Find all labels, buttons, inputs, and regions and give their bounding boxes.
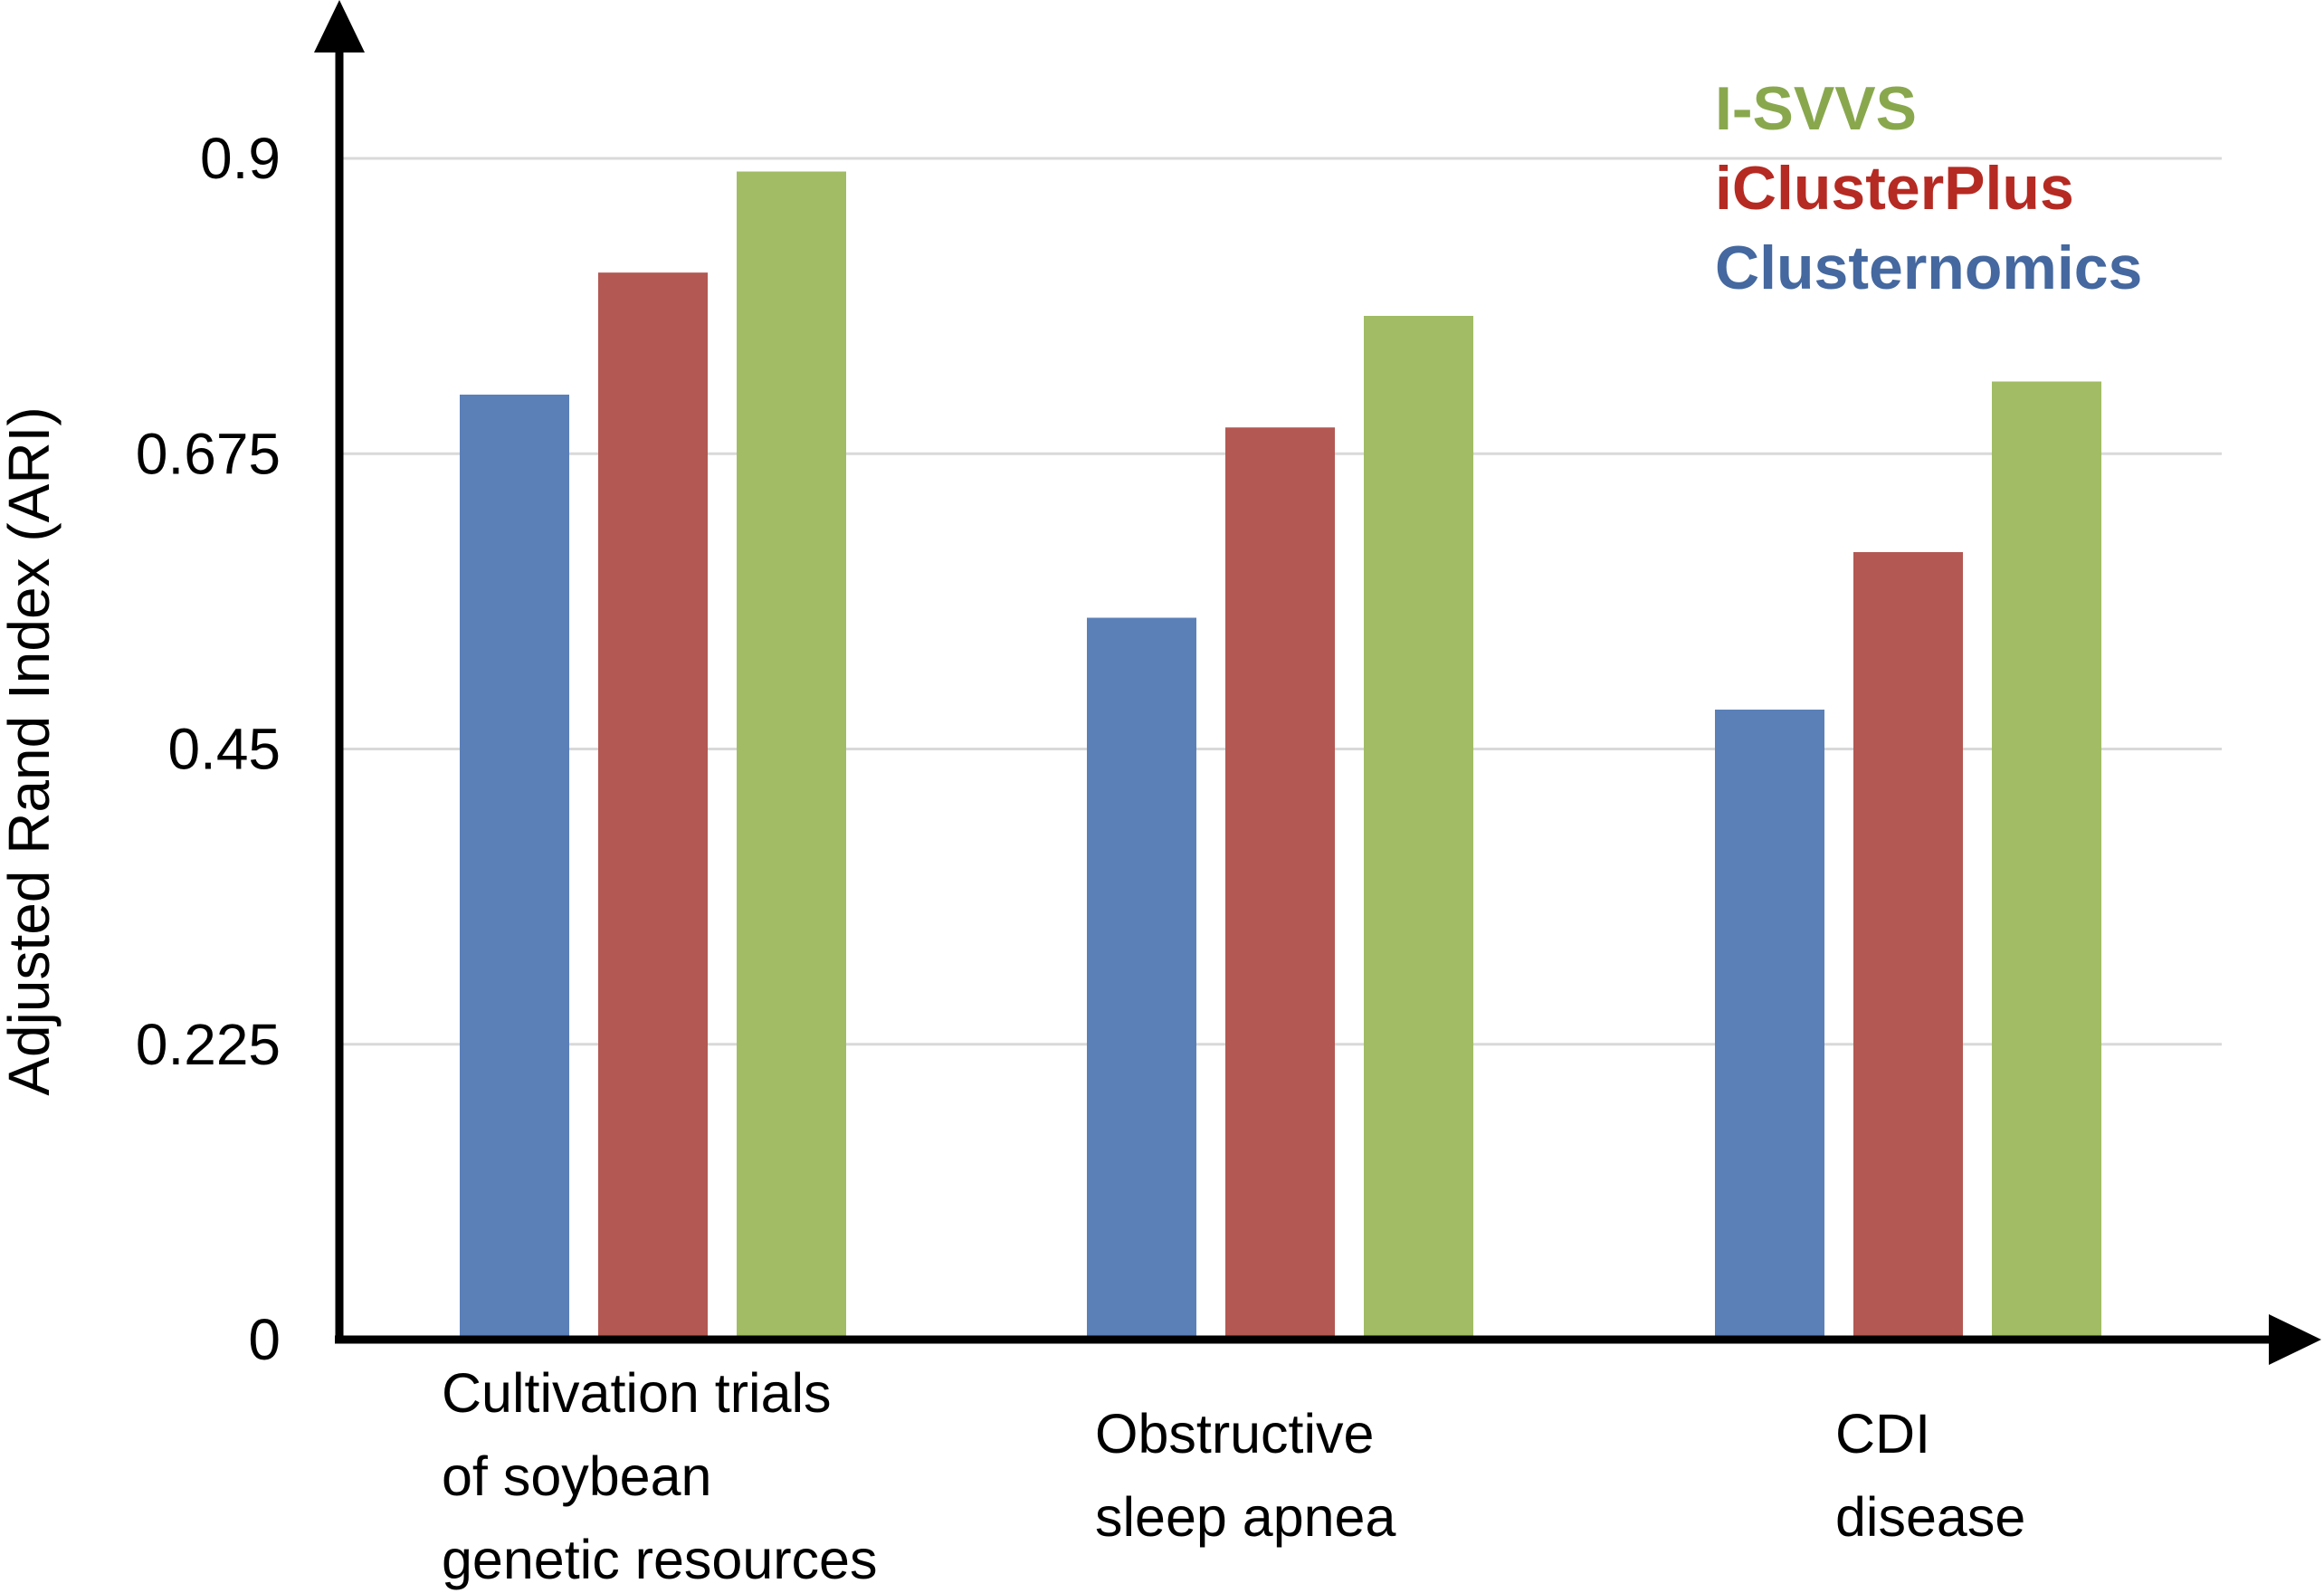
- y-tick-label: 0: [248, 1307, 281, 1372]
- bar-clusternomics-1: [1087, 617, 1196, 1340]
- legend-entry-i-svvs: I-SVVS: [1715, 74, 1917, 143]
- x-axis-arrowhead: [2269, 1314, 2321, 1365]
- category-label-line: sleep apnea: [1095, 1486, 1395, 1548]
- category-label-line: of soybean: [442, 1445, 711, 1507]
- y-axis-title: Adjusted Rand Index (ARI): [0, 406, 62, 1095]
- category-label-line: disease: [1835, 1486, 2025, 1548]
- bar-i-svvs-1: [1364, 316, 1473, 1340]
- category-label-line: genetic resources: [442, 1529, 877, 1590]
- bar-clusternomics-0: [460, 395, 569, 1340]
- y-tick-label: 0.9: [200, 126, 281, 191]
- bar-i-svvs-0: [737, 171, 846, 1340]
- category-labels: Cultivation trials of soybean genetic reso…: [442, 1362, 2025, 1590]
- y-tick-label: 0.225: [136, 1012, 281, 1077]
- category-label-line: Obstructive: [1095, 1403, 1375, 1464]
- category-label-line: Cultivation trials: [442, 1362, 832, 1424]
- legend: I-SVVS iClusterPlus Clusternomics: [1715, 74, 2142, 302]
- category-label-line: CDI: [1835, 1403, 1930, 1464]
- bar-i-svvs-2: [1992, 381, 2101, 1340]
- axes: [314, 0, 2321, 1365]
- bar-clusternomics-2: [1715, 710, 1824, 1340]
- bar-iclusterplus-2: [1853, 552, 1963, 1340]
- legend-entry-iclusterplus: iClusterPlus: [1715, 154, 2074, 223]
- y-tick-labels: 0 0.225 0.45 0.675 0.9: [136, 126, 281, 1372]
- y-tick-label: 0.45: [167, 717, 281, 782]
- bar-iclusterplus-0: [598, 272, 708, 1340]
- legend-entry-clusternomics: Clusternomics: [1715, 234, 2142, 302]
- bar-iclusterplus-1: [1225, 427, 1335, 1340]
- y-tick-label: 0.675: [136, 421, 281, 486]
- y-axis-arrowhead: [314, 0, 365, 52]
- bars: [460, 171, 2101, 1340]
